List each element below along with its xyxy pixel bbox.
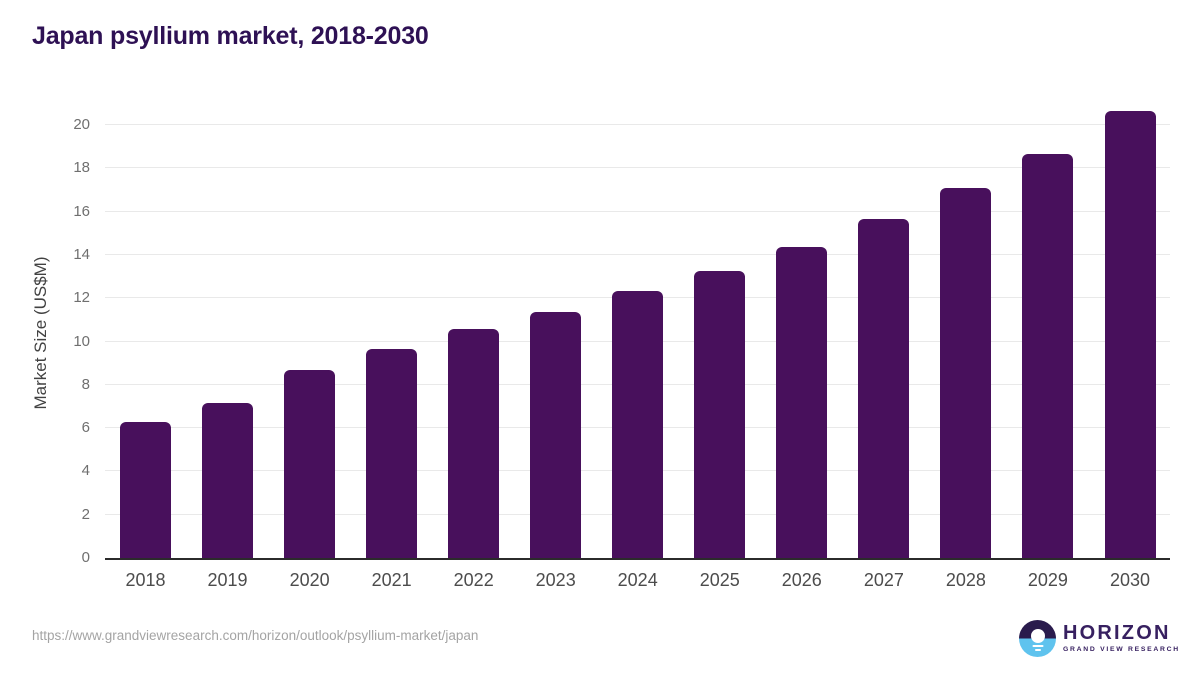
y-axis-tick-label: 20 [73, 116, 90, 133]
bar-2027 [858, 219, 910, 558]
x-axis-tick-label: 2026 [781, 570, 822, 590]
logo-subtitle: GRAND VIEW RESEARCH [1063, 646, 1180, 653]
bar-2029 [1022, 154, 1074, 558]
bar-2025 [694, 271, 746, 558]
y-axis-tick-label: 0 [81, 549, 90, 566]
y-axis-tick-label: 2 [81, 505, 90, 523]
wave-icon [1034, 648, 1041, 651]
gridline [105, 253, 1170, 255]
bar-2024 [612, 290, 664, 558]
bar-2020 [284, 369, 336, 558]
y-axis-tick-label: 16 [73, 202, 90, 220]
bar-2026 [776, 247, 828, 558]
bar-2023 [530, 312, 582, 558]
y-axis-tick-label: 6 [81, 419, 90, 437]
gridline [105, 167, 1170, 169]
x-axis-tick-label: 2025 [699, 570, 740, 590]
page-title: Japan psyllium market, 2018-2030 [32, 22, 429, 50]
sun-icon [1030, 628, 1045, 643]
bar-2019 [202, 403, 253, 558]
x-axis-tick-label: 2027 [863, 570, 904, 590]
x-axis-tick-label: 2028 [945, 570, 986, 590]
y-axis-tick-label: 14 [73, 245, 90, 263]
x-axis-tick-label: 2021 [371, 570, 412, 590]
bar-2028 [940, 187, 992, 558]
y-axis-tick-label: 18 [73, 159, 90, 177]
x-axis-tick-label: 2019 [207, 570, 248, 590]
x-axis-tick-label: 2024 [617, 570, 658, 590]
bar-2022 [448, 328, 500, 558]
logo-text-block: HORIZON GRAND VIEW RESEARCH [1063, 622, 1180, 654]
x-axis-tick-label: 2020 [289, 570, 330, 590]
y-axis-tick-label: 8 [81, 375, 90, 393]
bar-2030 [1104, 110, 1156, 558]
y-axis-tick-label: 12 [73, 289, 90, 307]
x-axis-tick-label: 2018 [125, 570, 166, 590]
bar-2021 [366, 349, 418, 558]
x-axis-tick-label: 2022 [453, 570, 494, 590]
x-axis-tick-label: 2023 [535, 570, 576, 590]
y-axis-tick-label: 4 [81, 462, 90, 480]
plot-area [105, 110, 1170, 560]
gridline [105, 124, 1170, 125]
horizon-logo: HORIZON GRAND VIEW RESEARCH [1019, 619, 1180, 657]
x-axis-tick-label: 2029 [1027, 570, 1068, 590]
gridline [105, 210, 1170, 212]
bar-2018 [120, 421, 171, 558]
x-axis-tick-label: 2030 [1109, 570, 1151, 590]
logo-wordmark: HORIZON [1063, 622, 1171, 644]
horizon-sun-icon [1019, 619, 1056, 657]
y-axis-tick-label: 10 [73, 332, 90, 350]
wave-icon [1032, 644, 1043, 648]
source-url: https://www.grandviewresearch.com/horizo… [32, 628, 479, 643]
